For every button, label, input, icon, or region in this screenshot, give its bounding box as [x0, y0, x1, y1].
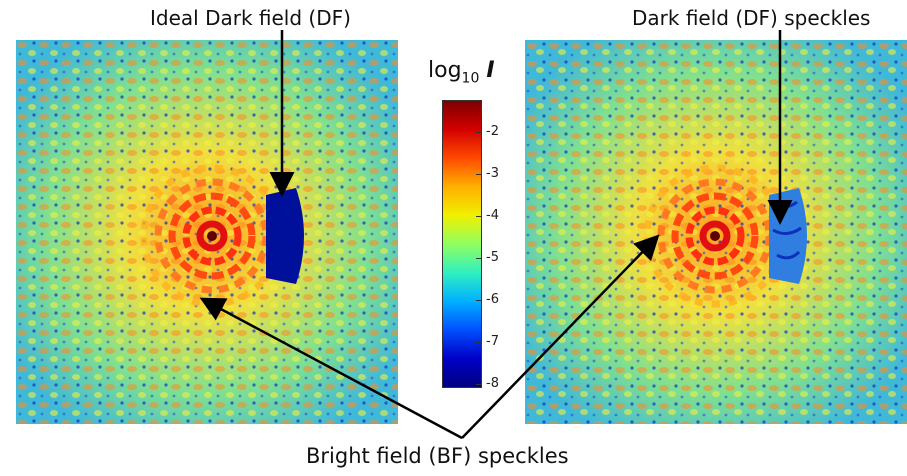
colorbar-tick-mark	[476, 174, 482, 175]
df-speckle-pattern	[525, 40, 907, 424]
colorbar	[442, 100, 482, 388]
colorbar-tick-label: -6	[486, 292, 499, 307]
colorbar-tick-label: -2	[486, 124, 499, 139]
colorbar-tick-label: -7	[486, 334, 499, 349]
df-speckle-region	[769, 188, 807, 284]
colorbar-tick-mark	[476, 384, 482, 385]
dark-hole-region	[266, 188, 304, 284]
colorbar-tick-label: -8	[486, 376, 499, 391]
colorbar-title: log10 I	[428, 58, 495, 87]
colorbar-tick-mark	[476, 132, 482, 133]
colorbar-tick-mark	[476, 300, 482, 301]
dark-field-speckles-image	[525, 40, 907, 424]
df-speckles-label: Dark field (DF) speckles	[632, 6, 871, 30]
colorbar-tick-mark	[476, 342, 482, 343]
colorbar-tick-label: -3	[486, 166, 499, 181]
bf-speckles-label: Bright field (BF) speckles	[306, 444, 569, 468]
colorbar-tick-mark	[476, 216, 482, 217]
ideal-df-speckle-pattern	[16, 40, 398, 424]
colorbar-tick-mark	[476, 258, 482, 259]
ideal-df-label: Ideal Dark field (DF)	[150, 6, 351, 30]
colorbar-tick-label: -5	[486, 250, 499, 265]
colorbar-tick-label: -4	[486, 208, 499, 223]
ideal-dark-field-image	[16, 40, 398, 424]
